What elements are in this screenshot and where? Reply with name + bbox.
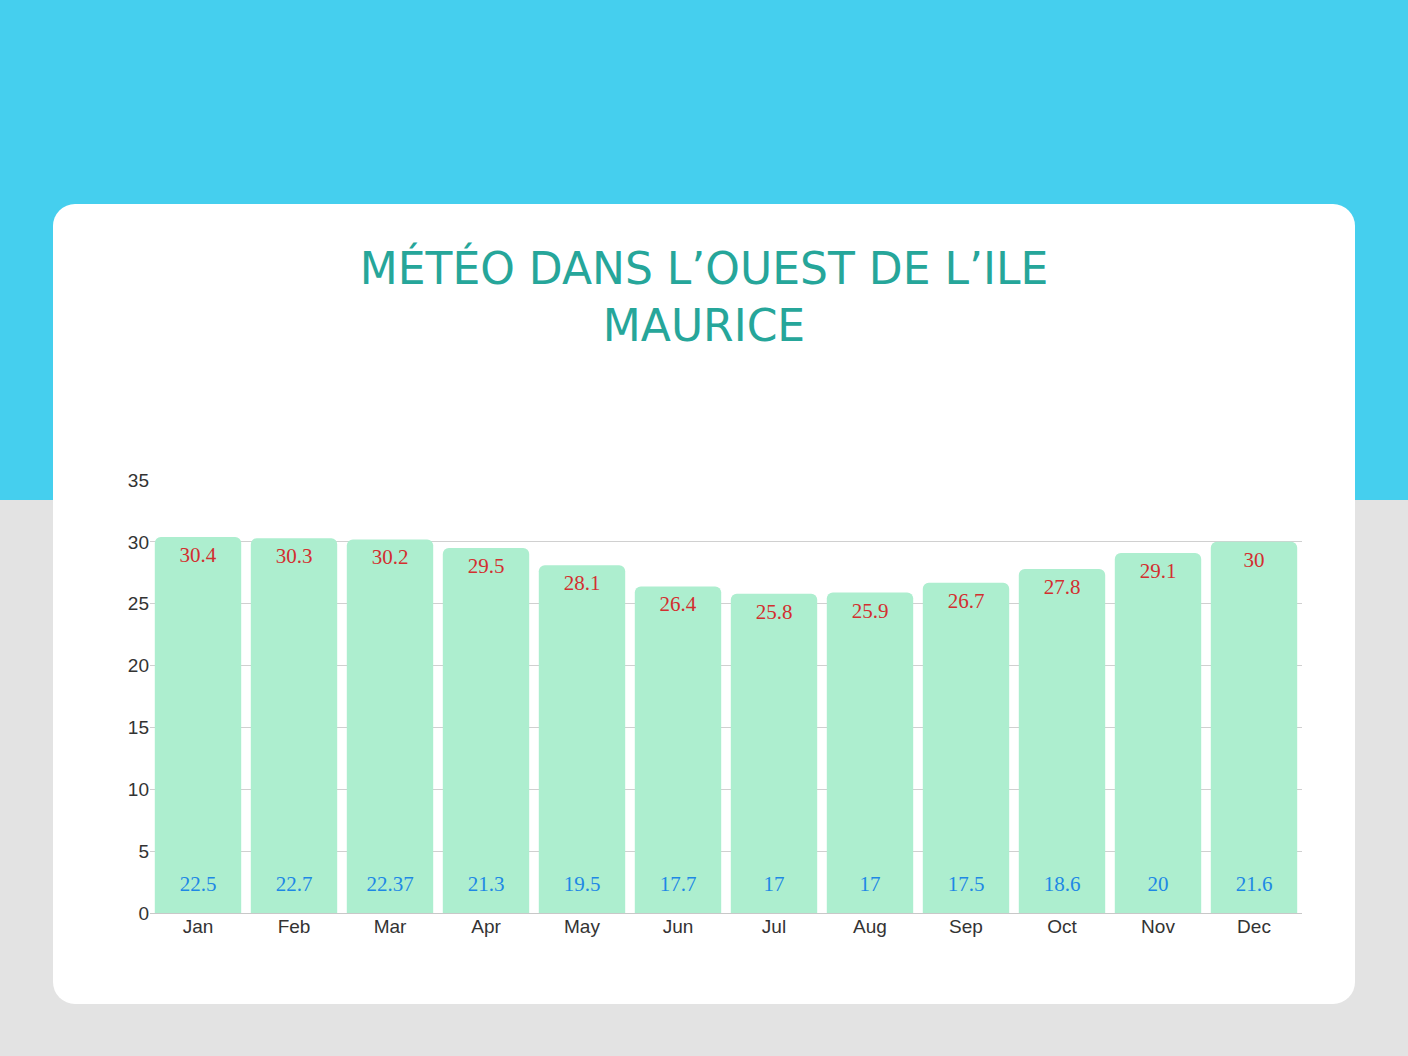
- svg-text:29.1: 29.1: [1140, 559, 1177, 583]
- svg-text:35: 35: [128, 470, 149, 491]
- svg-text:22.7: 22.7: [276, 872, 313, 896]
- svg-text:17.5: 17.5: [948, 872, 985, 896]
- svg-text:26.4: 26.4: [659, 592, 696, 616]
- svg-text:Sep: Sep: [949, 916, 983, 937]
- svg-text:26.7: 26.7: [948, 589, 985, 613]
- svg-text:5: 5: [138, 841, 149, 862]
- svg-text:22.5: 22.5: [180, 872, 217, 896]
- svg-text:30.4: 30.4: [179, 543, 216, 567]
- svg-text:May: May: [564, 916, 600, 937]
- svg-text:Feb: Feb: [278, 916, 311, 937]
- svg-text:28.1: 28.1: [564, 571, 601, 595]
- svg-text:Jun: Jun: [663, 916, 694, 937]
- svg-text:25: 25: [128, 593, 149, 614]
- svg-text:30: 30: [1244, 548, 1265, 572]
- svg-text:20: 20: [1148, 872, 1169, 896]
- svg-text:15: 15: [128, 717, 149, 738]
- svg-text:30: 30: [128, 532, 149, 553]
- svg-text:25.9: 25.9: [852, 599, 889, 623]
- svg-text:27.8: 27.8: [1044, 575, 1081, 599]
- svg-text:Oct: Oct: [1047, 916, 1077, 937]
- svg-text:20: 20: [128, 655, 149, 676]
- svg-text:21.3: 21.3: [468, 872, 505, 896]
- svg-text:22.37: 22.37: [366, 872, 413, 896]
- svg-text:30.3: 30.3: [276, 544, 313, 568]
- svg-text:Jan: Jan: [183, 916, 214, 937]
- svg-text:30.2: 30.2: [372, 545, 409, 569]
- svg-text:29.5: 29.5: [468, 554, 505, 578]
- svg-text:Jul: Jul: [762, 916, 786, 937]
- svg-text:25.8: 25.8: [756, 600, 793, 624]
- svg-text:21.6: 21.6: [1236, 872, 1273, 896]
- svg-text:MÉTÉO DANS L’OUEST DE L’ILEMAU: MÉTÉO DANS L’OUEST DE L’ILEMAURICE: [360, 242, 1049, 351]
- svg-text:0: 0: [138, 903, 149, 924]
- svg-text:17: 17: [860, 872, 881, 896]
- svg-text:10: 10: [128, 779, 149, 800]
- svg-text:Mar: Mar: [374, 916, 407, 937]
- svg-text:Aug: Aug: [853, 916, 887, 937]
- svg-text:17: 17: [764, 872, 785, 896]
- svg-text:18.6: 18.6: [1044, 872, 1081, 896]
- svg-text:Apr: Apr: [471, 916, 501, 937]
- svg-text:19.5: 19.5: [564, 872, 601, 896]
- svg-text:Dec: Dec: [1237, 916, 1271, 937]
- svg-text:17.7: 17.7: [660, 872, 697, 896]
- svg-text:Nov: Nov: [1141, 916, 1175, 937]
